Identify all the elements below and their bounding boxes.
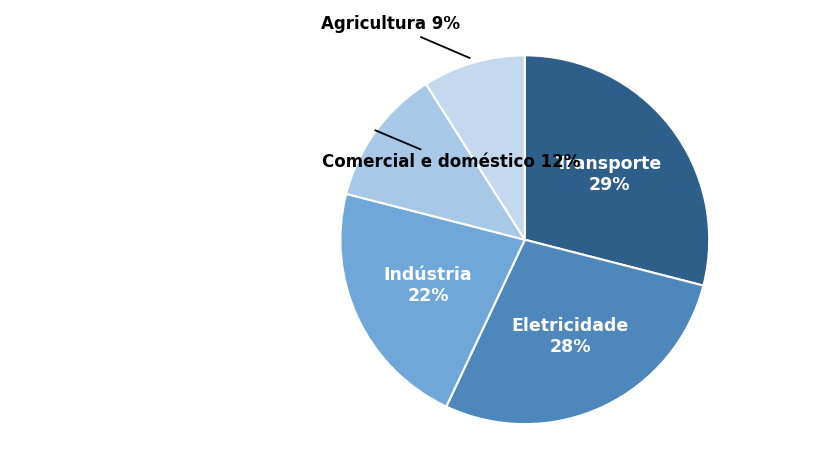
Text: Eletricidade
28%: Eletricidade 28%	[511, 317, 628, 356]
Wedge shape	[340, 194, 524, 407]
Wedge shape	[446, 240, 703, 424]
Wedge shape	[524, 55, 708, 285]
Text: Transporte
29%: Transporte 29%	[555, 155, 662, 194]
Wedge shape	[346, 84, 524, 240]
Text: Indústria
22%: Indústria 22%	[383, 266, 472, 305]
Wedge shape	[426, 55, 524, 240]
Text: Comercial e doméstico 12%: Comercial e doméstico 12%	[322, 130, 580, 171]
Text: Agricultura 9%: Agricultura 9%	[321, 15, 469, 58]
